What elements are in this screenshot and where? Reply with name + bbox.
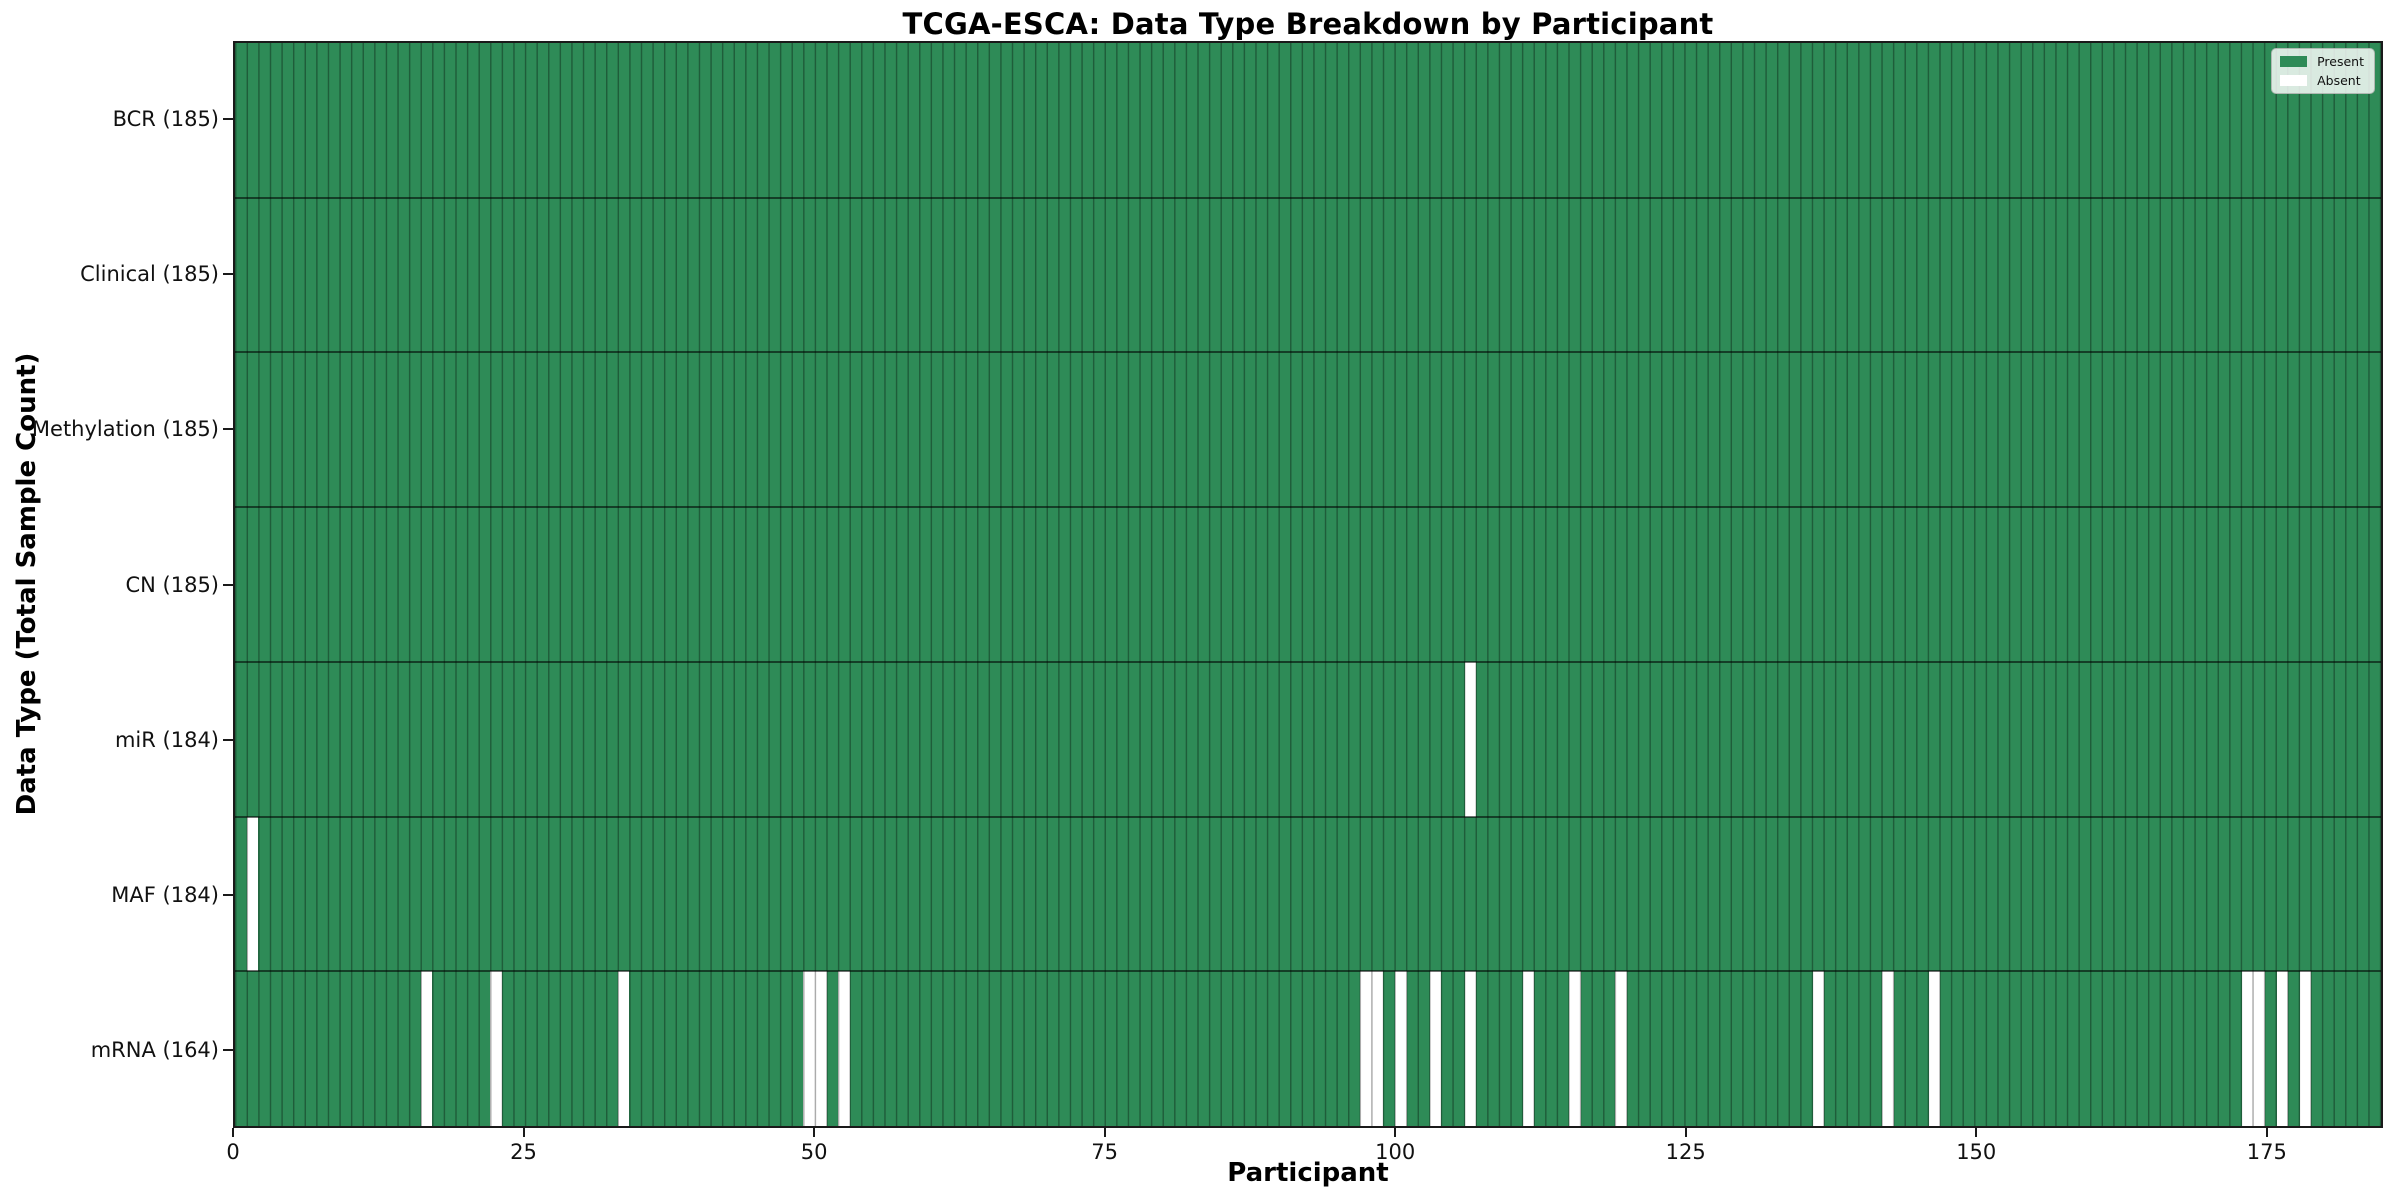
heatmap-row-BCR — [235, 43, 2381, 198]
absent-cell-mRNA-119 — [1615, 971, 1627, 1127]
absent-cell-mRNA-50 — [815, 971, 827, 1127]
x-axis-label: Participant — [1227, 1158, 1389, 1188]
legend-label: Present — [2317, 54, 2364, 69]
x-tick-label-125: 125 — [1665, 1140, 1706, 1164]
absent-cell-mRNA-97 — [1360, 971, 1372, 1127]
x-tick-mark — [2265, 1128, 2268, 1137]
legend-label: Absent — [2317, 73, 2361, 88]
y-tick-mark — [223, 1049, 233, 1052]
y-tick-labels: BCR (185) Clinical (185) Methylation (185)… — [0, 41, 219, 1128]
heatmap-row-CN — [235, 507, 2381, 662]
heatmap-row-mRNA — [235, 971, 2381, 1127]
x-tick-label-0: 0 — [226, 1140, 240, 1164]
heatmap-row-Clinical — [235, 197, 2381, 353]
heatmap-row-MAF — [235, 816, 2381, 972]
x-tick-mark — [1394, 1128, 1397, 1137]
absent-cell-mRNA-174 — [2253, 971, 2265, 1127]
absent-cell-mRNA-98 — [1371, 971, 1384, 1127]
x-tick-mark — [1103, 1128, 1106, 1137]
x-tick-label-100: 100 — [1375, 1140, 1416, 1164]
x-tick-mark — [522, 1128, 525, 1137]
y-tick-label-mRNA: mRNA (164) — [90, 1038, 219, 1063]
absent-cell-mRNA-100 — [1395, 971, 1407, 1127]
y-tick-label-Clinical: Clinical (185) — [80, 261, 219, 286]
absent-cell-mRNA-22 — [490, 971, 502, 1127]
absent-cell-mRNA-115 — [1569, 971, 1581, 1127]
legend-swatch-present — [2280, 56, 2308, 67]
x-tick-label-175: 175 — [2246, 1140, 2287, 1164]
y-tick-label-CN: CN (185) — [125, 572, 219, 597]
x-tick-mark — [1684, 1128, 1687, 1137]
absent-cell-mRNA-103 — [1429, 971, 1442, 1127]
x-tick-mark — [232, 1128, 234, 1137]
absent-cell-mRNA-52 — [838, 971, 850, 1127]
legend: Present Absent — [2271, 48, 2375, 94]
absent-cell-mRNA-136 — [1812, 971, 1825, 1127]
y-tick-mark — [223, 428, 233, 431]
x-tick-label-25: 25 — [510, 1140, 537, 1164]
y-tick-label-Methylation: Methylation (185) — [31, 417, 219, 442]
y-tick-mark — [223, 738, 233, 741]
x-tick-label-50: 50 — [800, 1140, 828, 1164]
x-tick-mark — [1975, 1128, 1978, 1137]
x-tick-label-75: 75 — [1091, 1140, 1118, 1164]
x-axis-ticks: 0 25 50 75 100 125 150 175 — [226, 1128, 2383, 1178]
absent-cell-mRNA-142 — [1882, 971, 1894, 1127]
absent-cell-MAF-1 — [246, 816, 259, 972]
absent-cell-mRNA-146 — [1928, 971, 1941, 1127]
legend-entry-absent: Absent — [2280, 74, 2364, 87]
y-tick-mark — [223, 117, 233, 120]
absent-cell-mRNA-176 — [2276, 971, 2289, 1127]
heatmap-row-miR — [235, 661, 2381, 817]
absent-cell-miR-106 — [1464, 661, 1477, 817]
absent-cell-mRNA-33 — [617, 971, 630, 1127]
plot-area: Present Absent — [233, 41, 2383, 1128]
y-tick-label-miR: miR (184) — [114, 727, 219, 752]
absent-cell-mRNA-178 — [2299, 971, 2312, 1127]
x-tick-label-150: 150 — [1956, 1140, 1997, 1164]
absent-cell-mRNA-173 — [2241, 971, 2254, 1127]
chart-title: TCGA-ESCA: Data Type Breakdown by Partic… — [902, 7, 1714, 41]
x-tick-mark — [813, 1128, 816, 1137]
absent-cell-mRNA-106 — [1464, 971, 1477, 1127]
absent-cell-mRNA-49 — [803, 971, 815, 1127]
y-tick-label-MAF: MAF (184) — [111, 883, 219, 908]
absent-cell-mRNA-16 — [420, 971, 433, 1127]
heatmap-row-Methylation — [235, 352, 2381, 508]
y-tick-mark — [223, 272, 233, 275]
legend-entry-present: Present — [2280, 55, 2364, 68]
y-tick-mark — [223, 583, 233, 586]
absent-cell-mRNA-111 — [1522, 971, 1535, 1127]
y-tick-label-BCR: BCR (185) — [112, 106, 219, 131]
y-tick-mark — [223, 894, 233, 897]
legend-swatch-absent — [2280, 75, 2308, 86]
